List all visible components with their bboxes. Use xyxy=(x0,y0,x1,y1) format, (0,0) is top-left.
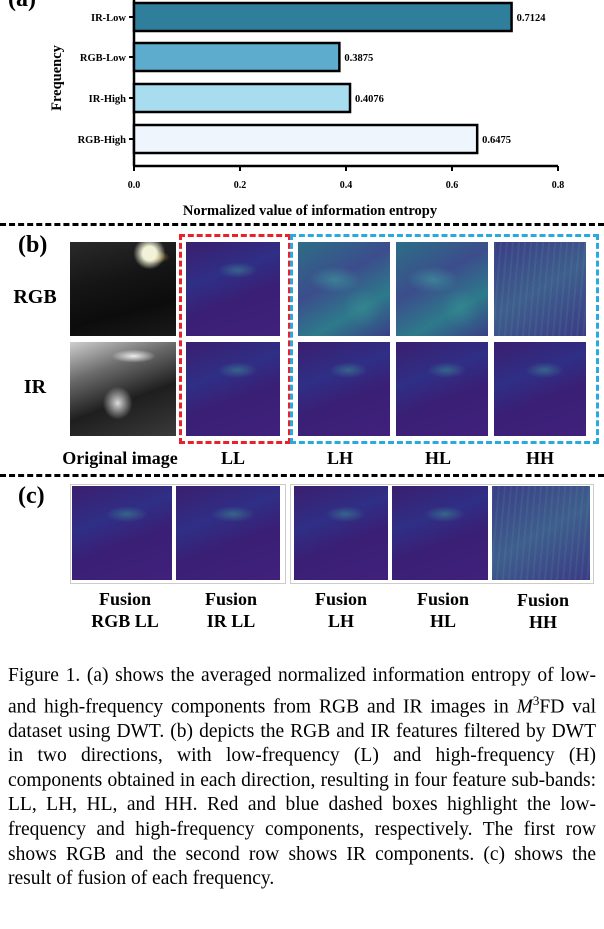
value-label-rgb-low: 0.3875 xyxy=(344,53,373,64)
y-tick-label-rgb-low: RGB-Low xyxy=(80,53,127,64)
x-tick-label-3: 0.6 xyxy=(446,180,459,191)
caption-dataset-sup: 3 xyxy=(532,692,540,708)
rgb-ll-map xyxy=(186,242,280,336)
x-tick-label-2: 0.4 xyxy=(340,180,353,191)
bar-ir-high xyxy=(132,82,352,114)
caption-part-1: Figure 1. (a) shows the averaged normali… xyxy=(8,665,596,718)
bar-rgb-low xyxy=(132,41,341,73)
panel-b-label: (b) xyxy=(18,232,48,258)
fusion-label-hl-line2: HL xyxy=(429,611,456,631)
fusion-rgb-ll-map xyxy=(72,486,172,580)
caption-part-2: FD val dataset using DWT. (b) depicts th… xyxy=(8,696,597,890)
fusion-label-lh-line2: LH xyxy=(327,611,354,631)
figure-caption: Figure 1. (a) shows the averaged normali… xyxy=(8,664,596,892)
value-label-rgb-high: 0.6475 xyxy=(482,135,511,146)
bar-rgb-high xyxy=(132,123,479,155)
col-label-ll: LL xyxy=(220,448,245,468)
rgb-original-image xyxy=(70,242,176,336)
col-label-hh: HH xyxy=(525,448,554,468)
fusion-label-ir-ll-line2: IR LL xyxy=(206,611,256,631)
fusion-label-hl-line1: Fusion xyxy=(416,589,470,609)
ir-original-image xyxy=(70,342,176,436)
fusion-label-ir-ll: Fusion IR LL xyxy=(176,588,286,632)
fusion-ir-ll-map xyxy=(176,486,280,580)
bar-ir-low xyxy=(132,1,513,33)
entropy-bar-chart: IR-Low 0.7124 RGB-Low 0.3875 IR-High 0.4076 RG… xyxy=(49,0,565,219)
fusion-label-hh: Fusion HH xyxy=(488,589,598,633)
x-tick-label-0: 0.0 xyxy=(128,180,141,191)
panel-a-label: (a) xyxy=(8,0,36,13)
fusion-label-rgb-ll: Fusion RGB LL xyxy=(70,588,180,632)
fusion-group-low xyxy=(70,484,286,584)
row-label-rgb: RGB xyxy=(13,286,57,308)
rgb-lh-map xyxy=(298,242,390,336)
ir-hl-map xyxy=(396,342,488,436)
ir-ll-map xyxy=(186,342,280,436)
y-tick-label-rgb-high: RGB-High xyxy=(78,135,127,146)
y-tick-label-ir-high: IR-High xyxy=(89,94,127,105)
low-frequency-box xyxy=(179,234,291,444)
rgb-hh-map xyxy=(494,242,586,336)
x-tick-label-4: 0.8 xyxy=(552,180,565,191)
x-axis-label: Normalized value of information entropy xyxy=(183,203,438,219)
y-tick-label-ir-low: IR-Low xyxy=(91,13,126,24)
fusion-hl-map xyxy=(392,486,488,580)
value-label-ir-high: 0.4076 xyxy=(355,94,384,105)
fusion-label-rgb-ll-line2: RGB LL xyxy=(91,611,159,631)
col-label-lh: LH xyxy=(326,448,353,468)
divider-a-b xyxy=(0,223,604,226)
high-frequency-box xyxy=(290,234,599,444)
ir-lh-map xyxy=(298,342,390,436)
fusion-label-hh-line1: Fusion xyxy=(516,590,570,610)
fusion-group-high xyxy=(290,484,594,584)
fusion-label-lh-line1: Fusion xyxy=(314,589,368,609)
fusion-hh-map xyxy=(492,486,590,580)
col-label-hl: HL xyxy=(424,448,451,468)
col-label-original: Original image xyxy=(62,448,178,468)
y-axis-label: Frequency xyxy=(49,44,65,111)
fusion-label-hh-line2: HH xyxy=(528,612,557,632)
fusion-label-lh: Fusion LH xyxy=(286,588,396,632)
fusion-label-ir-ll-line1: Fusion xyxy=(204,589,258,609)
panel-c-label: (c) xyxy=(18,483,45,509)
caption-dataset-m: M xyxy=(516,696,533,718)
rgb-hl-map xyxy=(396,242,488,336)
divider-b-c xyxy=(0,474,604,477)
fusion-label-hl: Fusion HL xyxy=(388,588,498,632)
value-label-ir-low: 0.7124 xyxy=(517,13,547,24)
fusion-lh-map xyxy=(294,486,388,580)
row-label-ir: IR xyxy=(23,376,47,398)
ir-hh-map xyxy=(494,342,586,436)
x-tick-label-1: 0.2 xyxy=(234,180,247,191)
fusion-label-rgb-ll-line1: Fusion xyxy=(98,589,152,609)
